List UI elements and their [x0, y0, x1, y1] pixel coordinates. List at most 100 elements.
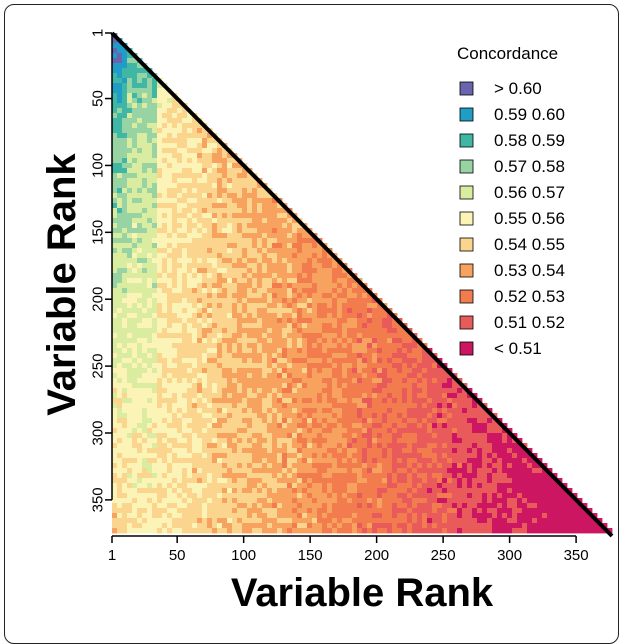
heatmap-cell: [412, 393, 418, 399]
heatmap-cell: [157, 238, 163, 244]
heatmap-cell: [402, 358, 408, 364]
heatmap-cell: [152, 203, 158, 209]
heatmap-cell: [297, 338, 303, 344]
heatmap-cell: [312, 278, 318, 284]
heatmap-cell: [347, 378, 353, 384]
heatmap-cell: [472, 503, 478, 509]
heatmap-cell: [337, 298, 343, 304]
heatmap-cell: [232, 403, 238, 409]
heatmap-cell: [522, 503, 528, 509]
heatmap-cell: [497, 493, 503, 499]
heatmap-cell: [287, 518, 293, 524]
heatmap-cell: [307, 303, 313, 309]
heatmap-cell: [327, 453, 333, 459]
heatmap-cell: [117, 213, 123, 219]
heatmap-cell: [152, 518, 158, 524]
heatmap-cell: [212, 238, 218, 244]
heatmap-cell: [217, 218, 223, 224]
heatmap-cell: [137, 313, 143, 319]
heatmap-cell: [262, 478, 268, 484]
heatmap-cell: [117, 298, 123, 304]
heatmap-cell: [307, 333, 313, 339]
heatmap-cell: [112, 243, 118, 249]
heatmap-cell: [432, 488, 438, 494]
heatmap-cell: [197, 173, 203, 179]
heatmap-cell: [207, 463, 213, 469]
heatmap-cell: [122, 388, 128, 394]
heatmap-cell: [412, 453, 418, 459]
heatmap-cell: [217, 513, 223, 519]
heatmap-cell: [132, 403, 138, 409]
heatmap-cell: [197, 323, 203, 329]
heatmap-cell: [367, 398, 373, 404]
heatmap-cell: [242, 188, 248, 194]
heatmap-cell: [147, 528, 153, 534]
heatmap-cell: [207, 168, 213, 174]
heatmap-cell: [292, 408, 298, 414]
heatmap-cell: [172, 528, 178, 534]
heatmap-cell: [202, 263, 208, 269]
heatmap-cell: [112, 203, 118, 209]
heatmap-cell: [137, 363, 143, 369]
heatmap-cell: [337, 398, 343, 404]
heatmap-cell: [217, 343, 223, 349]
heatmap-cell: [117, 508, 123, 514]
heatmap-cell: [252, 503, 258, 509]
heatmap-cell: [497, 518, 503, 524]
heatmap-cell: [372, 343, 378, 349]
heatmap-cell: [532, 478, 538, 484]
heatmap-cell: [292, 323, 298, 329]
heatmap-cell: [387, 398, 393, 404]
heatmap-cell: [327, 348, 333, 354]
heatmap-cell: [142, 433, 148, 439]
heatmap-cell: [197, 383, 203, 389]
heatmap-cell: [342, 398, 348, 404]
heatmap-cell: [187, 143, 193, 149]
heatmap-cell: [297, 323, 303, 329]
heatmap-cell: [407, 373, 413, 379]
heatmap-cell: [227, 393, 233, 399]
heatmap-cell: [312, 528, 318, 534]
heatmap-cell: [552, 503, 558, 509]
heatmap-cell: [262, 263, 268, 269]
heatmap-cell: [342, 513, 348, 519]
heatmap-cell: [377, 308, 383, 314]
heatmap-cell: [297, 488, 303, 494]
heatmap-cell: [217, 428, 223, 434]
heatmap-cell: [252, 438, 258, 444]
heatmap-cell: [277, 493, 283, 499]
heatmap-cell: [212, 273, 218, 279]
heatmap-cell: [162, 428, 168, 434]
heatmap-cell: [407, 378, 413, 384]
heatmap-cell: [267, 273, 273, 279]
heatmap-cell: [312, 443, 318, 449]
heatmap-cell: [152, 303, 158, 309]
heatmap-cell: [227, 228, 233, 234]
heatmap-cell: [407, 383, 413, 389]
heatmap-cell: [187, 358, 193, 364]
heatmap-cell: [247, 388, 253, 394]
heatmap-cell: [242, 403, 248, 409]
heatmap-cell: [212, 428, 218, 434]
heatmap-cell: [292, 233, 298, 239]
heatmap-cell: [137, 458, 143, 464]
heatmap-cell: [147, 158, 153, 164]
heatmap-cell: [427, 478, 433, 484]
heatmap-cell: [207, 223, 213, 229]
heatmap-cell: [112, 238, 118, 244]
heatmap-cell: [167, 298, 173, 304]
heatmap-cell: [292, 263, 298, 269]
heatmap-cell: [227, 498, 233, 504]
heatmap-cell: [252, 268, 258, 274]
heatmap-cell: [277, 513, 283, 519]
heatmap-cell: [357, 383, 363, 389]
heatmap-cell: [222, 463, 228, 469]
heatmap-cell: [122, 418, 128, 424]
heatmap-cell: [142, 153, 148, 159]
heatmap-cell: [332, 343, 338, 349]
heatmap-cell: [187, 123, 193, 129]
heatmap-cell: [212, 143, 218, 149]
heatmap-cell: [217, 448, 223, 454]
heatmap-cell: [427, 523, 433, 529]
heatmap-cell: [222, 428, 228, 434]
